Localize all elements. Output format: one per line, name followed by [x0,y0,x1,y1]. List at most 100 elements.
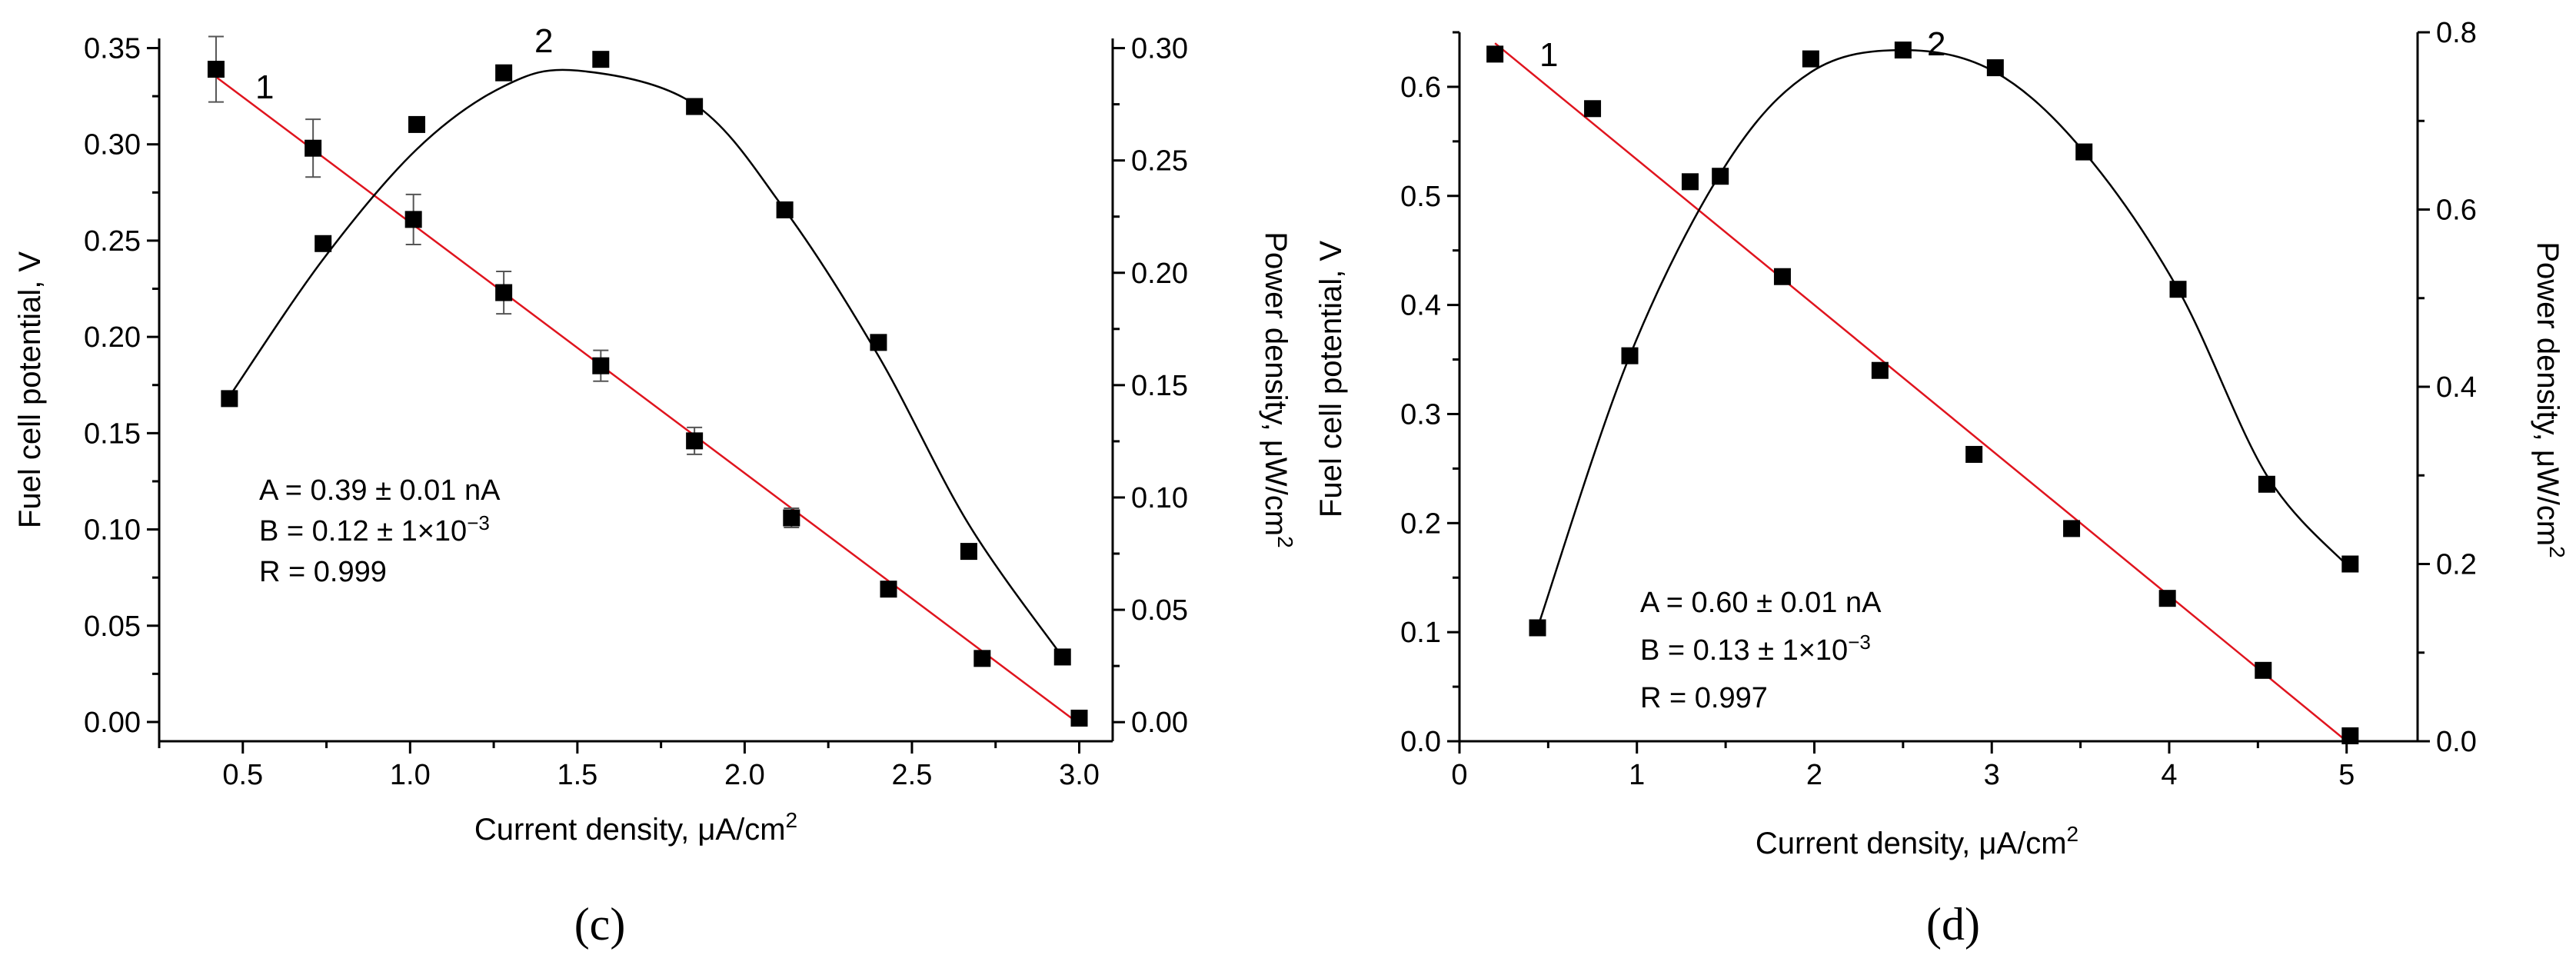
y-tick-label: 0.4 [1400,290,1441,322]
y-tick-label: 0.25 [84,225,141,258]
x-tick-label: 0.5 [222,759,263,791]
x-tick-label: 3 [1984,759,2000,791]
x-axis-title: Current density, μA/cm2 [474,808,797,847]
series-1-point [2255,661,2272,679]
series-1-label: 1 [1539,36,1558,74]
fit-curves [228,68,1063,658]
y-tick-label: 0.00 [84,707,141,739]
series-2-point [495,64,513,82]
series-2-point [1986,59,2004,77]
y-tick-label: 0.15 [84,418,141,450]
series-1-point [1712,168,1729,185]
y2-tick-label: 0.0 [2436,726,2477,758]
fit-param-r: R = 0.997 [1640,682,1768,714]
series-2-point [1621,347,1639,364]
series-2-point [1894,42,1912,59]
series-1-point [783,509,800,527]
series-1-point [2158,590,2176,607]
series-1-point [207,61,225,78]
data-points [207,51,1088,727]
plot-frame [1458,32,2419,743]
series-1-point [1070,709,1088,727]
series-1-point [592,357,610,374]
panel-label: (d) [1926,899,1980,950]
y-tick-label: 0.10 [84,514,141,547]
x-tick-label: 5 [2338,759,2355,791]
series-2-point [870,334,887,351]
fit-param-r: R = 0.999 [259,556,387,588]
series-2-point [2258,475,2275,493]
y-tick-label: 0.1 [1400,617,1441,649]
series-1-point [2341,727,2359,744]
x-axis-title: Current density, μA/cm2 [1756,822,2078,860]
series-1-point [686,432,704,450]
x-axis-ticks: 0 1 2 3 4 5 [1451,741,2355,791]
series-2-point [2169,281,2187,298]
y-tick-label: 0.2 [1400,507,1441,540]
y2-tick-label: 0.30 [1131,33,1188,65]
y-tick-label: 0.05 [84,611,141,643]
y2-tick-label: 0.4 [2436,371,2477,404]
y-tick-label: 0.5 [1400,181,1441,213]
series-1-point [973,650,991,667]
series-2-point [1053,648,1071,666]
series-2-fit-curve [228,68,1063,658]
series-2-label: 2 [534,22,553,60]
series-1-fit-line [1494,42,2348,742]
y-axis-title: Fuel cell potential, V [13,251,47,529]
plot-frame [158,38,1114,743]
fit-param-b: B = 0.12 ± 1×10−3 [259,511,490,547]
series-2-point [221,390,238,408]
x-tick-label: 0 [1451,759,1467,791]
series-1-fit-line [215,76,1080,725]
x-tick-label: 2.0 [724,759,765,791]
series-2-label: 2 [1927,25,1945,63]
x-tick-label: 4 [2161,759,2177,791]
y2-axis-title: Power density, μW/cm2 [1259,231,1297,547]
series-2-point [686,98,704,115]
x-tick-label: 3.0 [1059,759,1100,791]
y2-tick-label: 0.10 [1131,482,1188,514]
series-2-point [592,51,610,68]
x-tick-label: 2.5 [892,759,933,791]
x-axis-ticks: 0.5 1.0 1.5 2.0 2.5 3.0 [158,741,1100,791]
series-2-fit-curve [1536,48,2351,628]
y-tick-label: 0.3 [1400,398,1441,431]
y2-tick-label: 0.25 [1131,145,1188,178]
y2-tick-label: 0.2 [2436,549,2477,581]
series-1-label: 1 [255,68,274,106]
y2-tick-label: 0.15 [1131,370,1188,402]
y-tick-label: 0.0 [1400,726,1441,758]
series-1-point [1965,445,1983,463]
x-tick-label: 1.0 [390,759,431,791]
y-axis-ticks: 0.00 0.05 0.10 0.15 0.20 0.25 0.30 0.35 [84,33,159,739]
fit-curves [1536,48,2351,628]
series-2-point [408,115,426,133]
fit-param-a: A = 0.60 ± 0.01 nA [1640,587,1882,619]
series-2-point [960,543,977,561]
series-1-point [1773,268,1791,285]
y-tick-label: 0.20 [84,321,141,354]
fit-param-b: B = 0.13 ± 1×10−3 [1640,631,1871,667]
panel-label: (c) [574,899,626,950]
y2-tick-label: 0.00 [1131,707,1188,739]
x-tick-label: 1 [1629,759,1645,791]
y2-axis-title: Power density, μW/cm2 [2531,241,2569,557]
data-points [1486,42,2359,744]
y2-tick-label: 0.8 [2436,17,2477,49]
fit-lines [1494,42,2348,742]
series-1-point [305,139,322,157]
y2-axis-ticks: 0.00 0.05 0.10 0.15 0.20 0.25 0.30 [1113,33,1188,739]
x-tick-label: 1.5 [557,759,597,791]
series-2-point [1529,619,1546,637]
y-axis-title: Fuel cell potential, V [1314,241,1348,518]
series-1-point [1681,173,1699,191]
fit-lines [215,76,1080,725]
y-tick-label: 0.30 [84,129,141,161]
series-1-point [1871,361,1889,379]
error-bars [208,35,1087,721]
series-2-point [1802,50,1819,68]
chart-panel-c: 0.5 1.0 1.5 2.0 2.5 3.0 0.00 0.05 0.10 0.15 0.20 0… [13,22,1297,950]
y2-tick-label: 0.05 [1131,594,1188,627]
